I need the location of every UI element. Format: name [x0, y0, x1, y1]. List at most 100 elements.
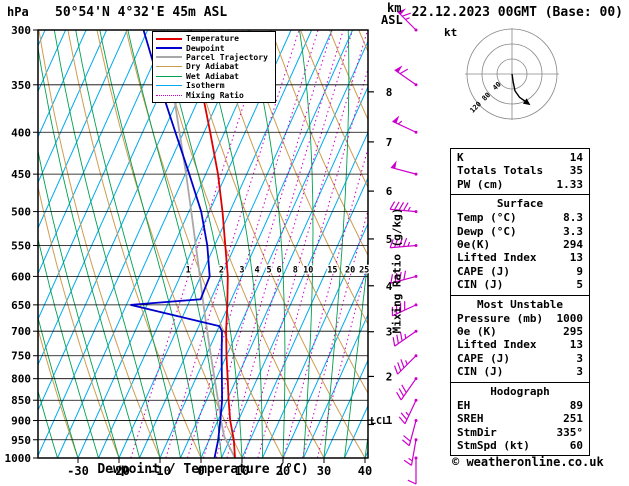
- panel-row-value: 3: [576, 351, 583, 365]
- svg-text:10: 10: [235, 464, 249, 478]
- svg-text:500: 500: [11, 206, 31, 219]
- sounding-curves: [130, 30, 236, 458]
- panel-row-value: 3: [576, 365, 583, 379]
- legend-line-swatch: [156, 37, 182, 40]
- panel-row-value: 89: [569, 398, 583, 412]
- svg-text:80: 80: [481, 91, 493, 103]
- svg-text:3: 3: [386, 326, 393, 339]
- panel-row: StmSpd (kt) 60: [457, 439, 583, 452]
- svg-text:2: 2: [219, 265, 224, 275]
- svg-text:950: 950: [11, 434, 31, 447]
- panel-row-value: 1000: [556, 311, 584, 325]
- legend: Temperature Dewpoint Parcel Trajectory Dry …: [152, 31, 276, 103]
- panel-row: Totals Totals 35: [457, 164, 583, 177]
- svg-text:120: 120: [468, 100, 483, 115]
- legend-item: Wet Adiabat: [156, 72, 272, 81]
- panel-row-label: CIN (J): [457, 365, 504, 379]
- svg-text:3: 3: [239, 265, 244, 275]
- panel-row-value: 8.3: [563, 211, 583, 225]
- datetime-title: 22.12.2023 00GMT (Base: 00): [411, 5, 623, 20]
- svg-text:750: 750: [11, 350, 31, 363]
- panel-row-value: 335°: [556, 425, 584, 439]
- background-lines: [38, 30, 368, 458]
- indices-panel: K 14 Totals Totals 35 PW (cm) 1.33 Surface Temp…: [450, 148, 590, 457]
- svg-text:8: 8: [293, 265, 298, 275]
- hodograph-trace: [511, 73, 526, 102]
- panel-row: CIN (J) 5: [457, 278, 583, 291]
- svg-text:4: 4: [386, 280, 393, 293]
- panel-row: K 14: [457, 151, 583, 164]
- svg-text:400: 400: [11, 126, 31, 139]
- panel-row-label: SREH: [457, 412, 484, 426]
- km-axis-label: km: [387, 1, 402, 15]
- panel-row-label: θe (K): [457, 325, 497, 339]
- legend-label: Temperature: [186, 34, 239, 44]
- svg-text:1: 1: [386, 414, 393, 427]
- plot-border: [37, 29, 369, 459]
- panel-row-label: Temp (°C): [457, 211, 517, 225]
- svg-text:2: 2: [386, 370, 393, 383]
- svg-text:800: 800: [11, 373, 31, 386]
- svg-text:20: 20: [345, 265, 355, 275]
- svg-text:6: 6: [277, 265, 282, 275]
- panel-row-value: 60: [569, 438, 583, 452]
- panel-row-label: CAPE (J): [457, 351, 510, 365]
- svg-text:4: 4: [254, 265, 259, 275]
- panel-row-value: 5: [576, 278, 583, 292]
- svg-text:900: 900: [11, 415, 31, 428]
- panel-row: Temp (°C) 8.3: [457, 211, 583, 224]
- svg-text:850: 850: [11, 394, 31, 407]
- legend-label: Parcel Trajectory: [186, 52, 268, 62]
- legend-label: Mixing Ratio: [186, 90, 244, 100]
- legend-line-swatch: [156, 66, 182, 68]
- svg-text:1: 1: [186, 265, 191, 275]
- panel-row: CAPE (J) 9: [457, 265, 583, 278]
- panel-row: SREH 251: [457, 412, 583, 425]
- panel-row-value: 295: [563, 325, 583, 339]
- mixing-ratio-axis-label: Mixing Ratio (g/kg): [390, 207, 404, 334]
- svg-text:0: 0: [197, 464, 204, 478]
- legend-item: Dry Adiabat: [156, 62, 272, 71]
- panel-row-label: Dewp (°C): [457, 224, 517, 238]
- svg-text:5: 5: [386, 233, 393, 246]
- svg-text:550: 550: [11, 239, 31, 252]
- panel-row: CAPE (J) 3: [457, 352, 583, 365]
- legend-item: Dewpoint: [156, 43, 272, 53]
- panel-group: Most Unstable Pressure (mb) 1000 θe (K) 295 L…: [450, 294, 590, 383]
- panel-row: CIN (J) 3: [457, 365, 583, 378]
- panel-group: Hodograph EH 89 SREH 251 StmDir 335° StmSpd (kt…: [450, 381, 590, 457]
- panel-row-label: StmDir: [457, 425, 497, 439]
- storm-motion-arrow: [522, 98, 531, 106]
- dewpoint-curve: [130, 30, 224, 458]
- svg-text:300: 300: [11, 24, 31, 37]
- svg-text:40: 40: [358, 464, 372, 478]
- legend-label: Dewpoint: [186, 43, 225, 53]
- panel-row-value: 3.3: [563, 224, 583, 238]
- panel-row-value: 13: [569, 251, 583, 265]
- svg-text:6: 6: [386, 185, 393, 198]
- legend-line-swatch: [156, 94, 182, 96]
- svg-text:-20: -20: [108, 464, 130, 478]
- temperature-axis-label: Dewpoint / Temperature (°C): [97, 462, 309, 477]
- panel-row-label: Pressure (mb): [457, 311, 544, 325]
- panel-row-label: CIN (J): [457, 278, 504, 292]
- legend-line-swatch: [156, 75, 182, 77]
- svg-text:25: 25: [359, 265, 369, 275]
- svg-text:1000: 1000: [5, 452, 32, 465]
- panel-row-label: PW (cm): [457, 177, 504, 191]
- svg-text:40: 40: [491, 80, 503, 92]
- svg-text:5: 5: [267, 265, 272, 275]
- wind-barbs: [389, 8, 418, 485]
- svg-text:-30: -30: [67, 464, 89, 478]
- pressure-axis-unit: hPa: [7, 5, 29, 19]
- panel-row: Dewp (°C) 3.3: [457, 225, 583, 238]
- panel-row-value: 13: [569, 338, 583, 352]
- panel-row-value: 1.33: [556, 177, 584, 191]
- panel-row: Pressure (mb) 1000: [457, 312, 583, 325]
- panel-group: K 14 Totals Totals 35 PW (cm) 1.33: [450, 148, 590, 196]
- lcl-label: LCL: [370, 416, 389, 427]
- legend-item: Parcel Trajectory: [156, 53, 272, 62]
